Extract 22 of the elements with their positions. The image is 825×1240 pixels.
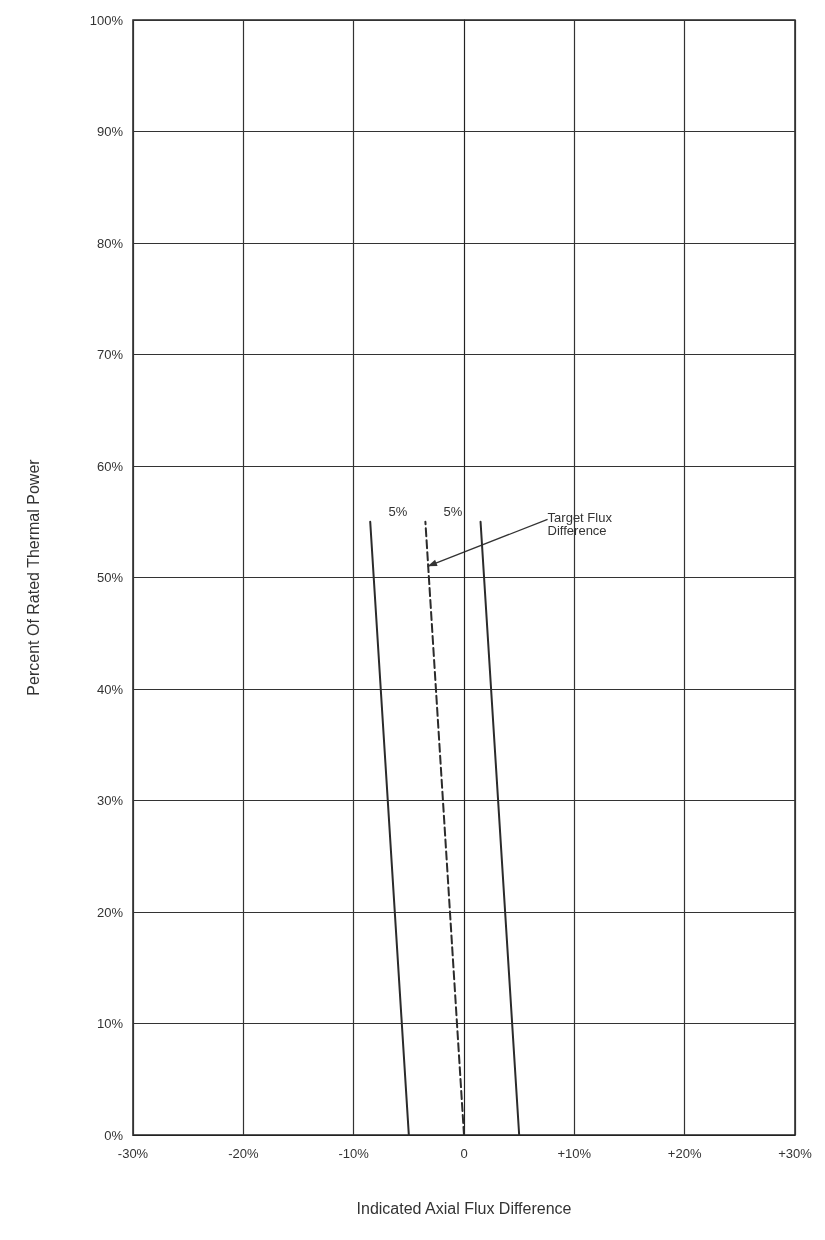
y-tick-label: 50% (96, 570, 124, 585)
y-tick-label: 100% (89, 12, 124, 28)
x-tick-label: -10% (338, 1146, 370, 1161)
y-tick-label: 90% (96, 124, 124, 139)
x-axis-title: Indicated Axial Flux Difference (356, 1199, 572, 1217)
x-tick-label: +20% (667, 1146, 702, 1161)
y-tick-label: 30% (96, 793, 124, 808)
y-tick-label: 80% (96, 235, 124, 251)
x-tick-label: +30% (778, 1146, 813, 1161)
y-tick-label: 20% (96, 904, 124, 920)
x-tick-label: -30% (117, 1146, 149, 1161)
y-tick-label: 10% (96, 1016, 124, 1031)
y-tick-label: 60% (96, 458, 124, 474)
y-tick-label: 40% (96, 681, 124, 697)
x-tick-label: -20% (228, 1146, 259, 1161)
x-tick-label: +10% (557, 1146, 592, 1161)
annotation: 5% (443, 504, 463, 520)
y-tick-label: 70% (96, 347, 124, 362)
y-axis-title: Percent Of Rated Thermal Power (24, 458, 42, 696)
annotation: 5% (388, 504, 408, 520)
x-tick-label: 0 (460, 1146, 468, 1161)
y-tick-label: 0% (104, 1127, 124, 1143)
